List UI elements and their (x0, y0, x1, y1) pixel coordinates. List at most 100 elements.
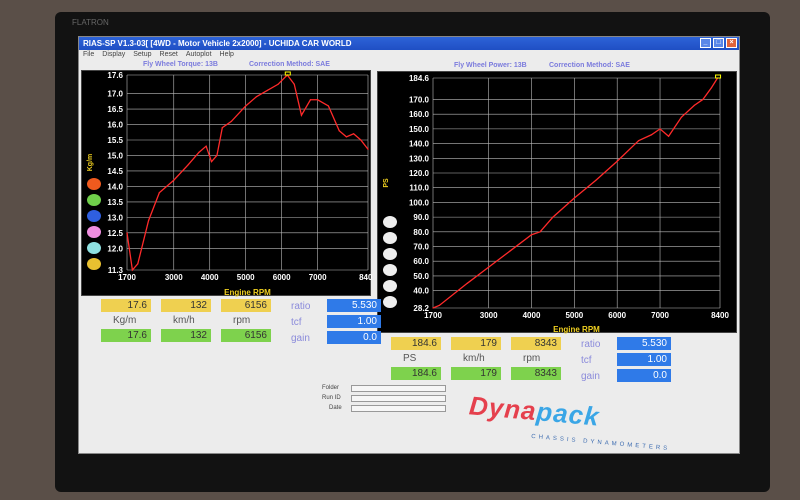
data-point (126, 232, 128, 234)
y-tick-label: 184.6 (409, 74, 430, 83)
series-line (126, 74, 369, 272)
right-correction: Correction Method: SAE (549, 62, 630, 69)
data-point (293, 83, 295, 85)
x-tick-label: 4000 (201, 273, 219, 282)
menu-setup[interactable]: Setup (133, 51, 152, 58)
current-readout: 184.6 (391, 367, 441, 380)
data-point (530, 234, 533, 236)
peak-readout: 179 (451, 337, 501, 350)
data-point (638, 140, 640, 142)
data-point (137, 263, 139, 265)
data-point (230, 120, 232, 123)
series-color-swatch[interactable] (87, 210, 101, 222)
logo-word-1: Dyna (467, 390, 538, 427)
series-color-swatch[interactable] (87, 194, 101, 206)
data-point (198, 151, 200, 153)
minimize-button[interactable]: _ (700, 38, 711, 48)
series-color-swatch[interactable] (383, 216, 397, 228)
data-point (338, 130, 340, 132)
series-color-swatch[interactable] (383, 232, 397, 244)
data-point (509, 250, 511, 252)
x-tick-label: 8400 (359, 273, 372, 282)
folder-field[interactable] (351, 385, 446, 392)
date-field[interactable] (351, 405, 446, 412)
peak-readout: 184.6 (391, 337, 441, 350)
param-value-field[interactable]: 1.00 (327, 315, 381, 328)
y-tick-label: 80.0 (413, 228, 429, 237)
current-readout: 6156 (221, 329, 271, 342)
data-point (210, 161, 213, 163)
unit-label: rpm (523, 353, 541, 364)
y-tick-label: 17.6 (107, 71, 123, 80)
peak-readout: 8343 (511, 337, 561, 350)
param-value-field[interactable]: 5.530 (327, 299, 381, 312)
unit-label: km/h (173, 315, 195, 326)
param-label: gain (291, 333, 310, 344)
param-label: gain (581, 371, 600, 382)
series-color-swatch[interactable] (383, 264, 397, 276)
data-point (432, 307, 434, 309)
y-tick-label: 14.0 (107, 182, 123, 191)
close-button[interactable]: × (726, 38, 737, 48)
data-point (367, 148, 369, 150)
param-value-field[interactable]: 0.0 (327, 331, 381, 344)
data-point (552, 216, 554, 218)
data-point (300, 114, 303, 116)
data-point (710, 87, 713, 89)
data-point (659, 128, 661, 130)
data-point (131, 269, 133, 271)
series-color-swatch[interactable] (383, 248, 397, 260)
param-value-field[interactable]: 0.0 (617, 369, 671, 382)
x-tick-label: 5000 (237, 273, 255, 282)
power-chart: 184.6 170.0 160.0 150.0 140.0 130.0 120.0 110.0… (377, 71, 737, 334)
y-tick-label: 28.2 (413, 304, 429, 313)
y-tick-label: 15.5 (107, 136, 123, 145)
torque-chart: 17.6 17.0 16.5 16.0 15.5 15.0 14.5 14.0 13.5 13.0… (81, 70, 377, 297)
menu-reset[interactable]: Reset (159, 51, 178, 58)
param-value-field[interactable]: 1.00 (617, 353, 671, 366)
data-point (693, 104, 695, 106)
data-point (667, 135, 670, 137)
y-tick-label: 12.5 (107, 229, 123, 238)
data-point (309, 99, 312, 101)
peak-marker (284, 71, 291, 76)
x-tick-label: 4000 (523, 311, 541, 320)
param-label: tcf (291, 317, 302, 328)
menu-autoplot[interactable]: Autoplot (185, 51, 212, 58)
data-point (573, 197, 575, 199)
left-correction: Correction Method: SAE (249, 61, 330, 68)
series-color-swatch[interactable] (383, 280, 397, 292)
current-readout: 17.6 (101, 329, 151, 342)
peak-readout: 17.6 (101, 299, 151, 312)
data-point (595, 179, 597, 181)
x-axis-label: Engine RPM (224, 288, 271, 297)
logo-word-2: pack (535, 396, 601, 432)
param-value-field[interactable]: 5.530 (617, 337, 671, 350)
date-label: Date (329, 405, 342, 411)
data-point (187, 164, 189, 166)
series-color-swatch[interactable] (87, 242, 101, 254)
y-tick-label: 12.0 (107, 244, 123, 253)
x-tick-label: 8400 (711, 311, 729, 320)
param-label: tcf (581, 355, 592, 366)
series-color-swatch[interactable] (87, 226, 101, 238)
series-color-swatch[interactable] (87, 178, 101, 190)
data-point (438, 304, 441, 306)
run-id-field[interactable] (351, 395, 446, 402)
data-point (245, 105, 247, 107)
y-tick-label: 15.0 (107, 151, 123, 160)
menu-file[interactable]: File (83, 51, 95, 58)
y-axis-label: PS (383, 178, 390, 188)
folder-label: Folder (322, 385, 340, 391)
series-color-swatch[interactable] (87, 258, 101, 270)
data-point (702, 98, 704, 101)
menu-display[interactable]: Display (102, 51, 126, 58)
y-tick-label: 60.0 (413, 257, 429, 266)
series-color-swatch[interactable] (383, 296, 397, 308)
data-point (539, 231, 541, 233)
y-tick-label: 100.0 (409, 198, 430, 207)
x-tick-label: 7000 (309, 273, 327, 282)
unit-label: PS (403, 353, 417, 364)
maximize-button[interactable]: □ (713, 38, 724, 48)
menu-help[interactable]: Help (219, 51, 234, 58)
